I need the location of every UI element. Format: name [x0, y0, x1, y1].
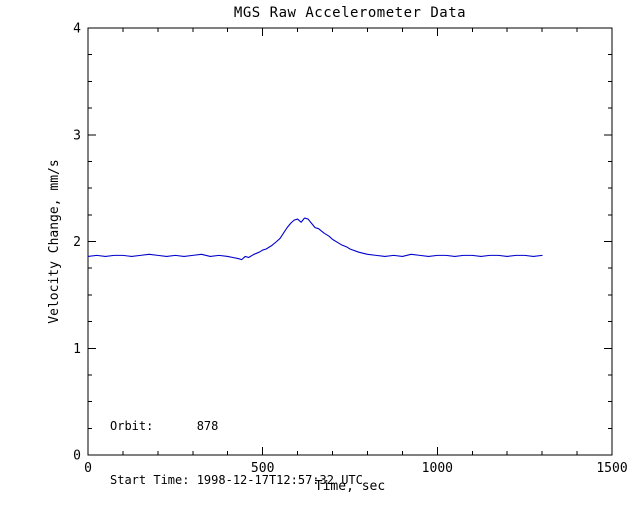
annotation-block: Orbit: 878 Start Time: 1998-12-17T12:57:… — [110, 381, 363, 512]
y-tick-label: 0 — [73, 449, 81, 464]
x-tick-label: 500 — [251, 461, 274, 476]
y-tick-label: 3 — [73, 128, 81, 143]
x-tick-label: 1500 — [596, 461, 627, 476]
y-axis-label: Velocity Change, mm/s — [47, 159, 62, 324]
x-axis-label: Time, sec — [314, 479, 386, 494]
y-tick-label: 4 — [73, 22, 81, 37]
x-tick-label: 0 — [84, 461, 92, 476]
data-line — [87, 217, 543, 261]
chart-title: MGS Raw Accelerometer Data — [233, 5, 467, 21]
annotation-orbit: Orbit: 878 — [110, 419, 219, 433]
y-tick-label: 2 — [73, 235, 81, 250]
axis-ticks — [87, 27, 613, 456]
x-tick-label: 1000 — [422, 461, 453, 476]
y-tick-label: 1 — [73, 342, 81, 357]
annotation-start-time: Start Time: 1998-12-17T12:57:32 UTC — [110, 473, 363, 487]
